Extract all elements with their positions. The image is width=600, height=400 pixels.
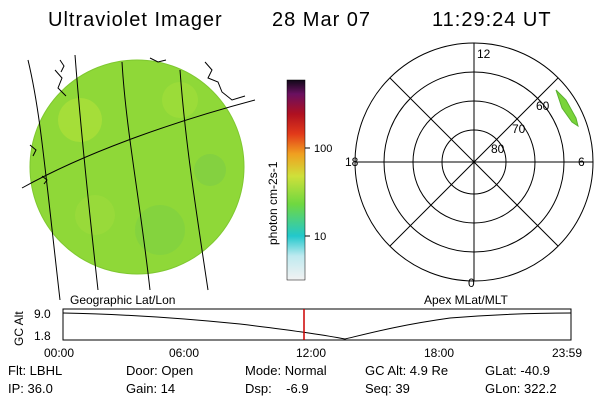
latitude-line — [21, 99, 256, 189]
ytick-1-8: 1.8 — [34, 329, 51, 343]
mlt-label-6: 6 — [578, 155, 585, 169]
coastline — [149, 57, 167, 63]
longitude-line — [121, 61, 151, 291]
earth-disk-image — [21, 54, 256, 301]
info-door: Door: Open — [126, 363, 194, 378]
info-seq: Seq: 39 — [365, 381, 410, 396]
time-label: 11:29:24 UT — [432, 9, 552, 31]
coastline — [29, 144, 37, 157]
colorbar-label: photon cm-2s-1 — [266, 161, 280, 245]
mlt-label-12: 12 — [477, 47, 491, 61]
ytick-9: 9.0 — [34, 307, 51, 321]
coastline — [54, 69, 67, 97]
colorbar-gradient — [286, 79, 306, 281]
mlt-label-18: 18 — [345, 155, 359, 169]
altitude-chart: GC Alt 9.0 1.8 00:00 06:00 12:00 18:00 2… — [12, 307, 582, 360]
lat-label-60: 60 — [536, 99, 550, 113]
altitude-ylabel: GC Alt — [12, 311, 26, 346]
info-ip: IP: 36.0 — [8, 381, 53, 396]
colorbar-tick-10: 10 — [314, 231, 326, 243]
app-title: Ultraviolet Imager — [48, 9, 223, 31]
colorbar-tick-100: 100 — [314, 143, 332, 155]
info-dsp: Dsp: -6.9 — [245, 381, 309, 396]
longitude-line — [74, 54, 99, 291]
info-gcalt: GC Alt: 4.9 Re — [365, 363, 449, 378]
info-flt: Flt: LBHL — [8, 363, 63, 378]
info-glat: GLat: -40.9 — [485, 363, 551, 378]
geographic-label: Geographic Lat/Lon — [70, 293, 175, 307]
polar-labels: 60 70 80 12 18 6 0 — [345, 47, 585, 290]
info-mode: Mode: Normal — [245, 363, 327, 378]
info-glon: GLon: 322.2 — [485, 381, 557, 396]
polar-plot — [354, 42, 594, 282]
mlt-label-0: 0 — [468, 276, 475, 290]
altitude-curve — [62, 312, 572, 340]
longitude-line — [179, 69, 209, 291]
altitude-plot-frame — [62, 308, 572, 341]
xtick-0000: 00:00 — [44, 346, 74, 360]
xtick-0600: 06:00 — [169, 346, 199, 360]
apex-label: Apex MLat/MLT — [424, 293, 508, 307]
aurora-patch — [555, 89, 579, 128]
xtick-2359: 23:59 — [552, 346, 582, 360]
lat-label-70: 70 — [512, 122, 526, 136]
coastline — [59, 59, 65, 73]
xtick-1800: 18:00 — [424, 346, 454, 360]
date-label: 28 Mar 07 — [272, 9, 371, 31]
info-gain: Gain: 14 — [126, 381, 176, 396]
xtick-1200: 12:00 — [296, 346, 326, 360]
longitude-line — [27, 59, 61, 301]
coastline — [41, 175, 48, 185]
lat-label-80: 80 — [491, 142, 505, 156]
colorbar: 100 10 photon cm-2s-1 — [266, 79, 332, 281]
coastline — [204, 61, 246, 101]
